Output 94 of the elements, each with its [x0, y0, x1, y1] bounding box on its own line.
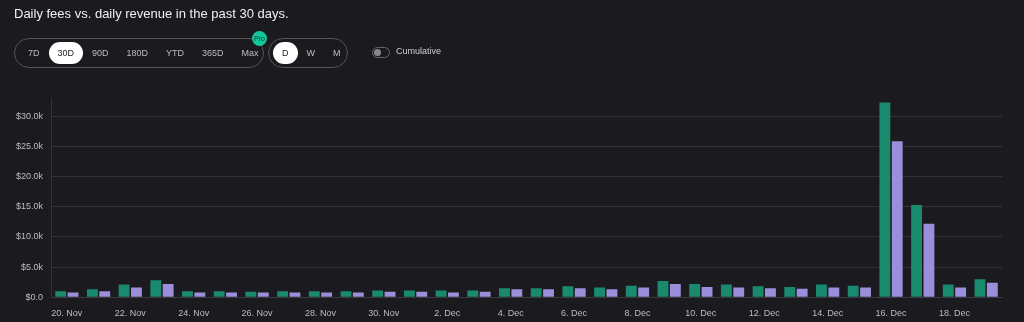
bar [67, 292, 79, 297]
bar [277, 291, 289, 297]
bar [986, 282, 998, 297]
bar [479, 291, 491, 297]
bar [847, 285, 859, 297]
bar [923, 223, 935, 297]
x-tick-label: 12. Dec [748, 308, 781, 319]
text: M [332, 47, 342, 60]
bar [340, 291, 352, 297]
y-tick-label: $15.0k [15, 201, 44, 212]
bar [530, 288, 542, 297]
x-tick-label: 18. Dec [938, 308, 971, 319]
text: YTD [165, 47, 186, 60]
bar [55, 291, 67, 297]
bar [625, 285, 637, 297]
x-tick-label: 8. Dec [624, 308, 651, 319]
bar [150, 280, 162, 297]
bar [974, 279, 986, 297]
bar [194, 292, 206, 297]
bar [448, 292, 459, 297]
bar [784, 286, 796, 297]
x-tick-label: 14. Dec [812, 308, 844, 319]
bar [257, 292, 269, 297]
text: Cumulative [396, 46, 442, 56]
bar [720, 284, 732, 297]
bar [638, 287, 650, 297]
x-tick-label: 10. Dec [685, 308, 717, 319]
bar [118, 284, 130, 297]
bar [689, 283, 701, 297]
bar [416, 291, 428, 297]
y-tick-label: $25.0k [15, 141, 44, 152]
bar [752, 286, 764, 297]
x-tick-label: 28. Nov [304, 308, 337, 319]
x-tick-label: 20. Nov [51, 308, 83, 319]
bar [213, 291, 225, 297]
bar [796, 288, 808, 297]
bar [733, 287, 745, 297]
text: D [273, 42, 298, 64]
x-tick-label: 22. Nov [114, 308, 147, 319]
bar [321, 292, 333, 297]
bar [308, 291, 320, 297]
bar [86, 289, 98, 297]
bar [955, 287, 967, 297]
bar [701, 286, 713, 297]
bar [511, 289, 523, 297]
x-tick-label: 26. Nov [241, 308, 274, 319]
x-tick-label: 30. Nov [368, 308, 400, 319]
bar [657, 280, 669, 297]
bar [226, 292, 237, 297]
bar [891, 141, 903, 297]
bar [435, 290, 447, 297]
bar [245, 291, 257, 297]
bar [162, 283, 174, 297]
text: 365D [201, 47, 225, 60]
x-tick-label: 6. Dec [561, 308, 588, 319]
bar [828, 287, 840, 297]
bar [99, 291, 111, 297]
bar [372, 290, 384, 297]
bar [182, 291, 193, 297]
bar [942, 284, 954, 297]
y-tick-label: $10.0k [15, 231, 44, 242]
bar [352, 292, 364, 297]
y-tick-label: $0.0 [25, 291, 44, 302]
x-tick-label: 16. Dec [875, 308, 908, 319]
text: 90D [91, 47, 110, 60]
text: Max [240, 47, 260, 60]
text: 7D [27, 47, 41, 60]
bar [860, 287, 871, 297]
bar [403, 290, 415, 297]
bar [543, 289, 554, 297]
text: 30D [48, 42, 84, 64]
y-tick-label: $5.0k [20, 261, 44, 272]
bar [131, 287, 142, 297]
bar [765, 288, 776, 297]
y-tick-label: $30.0k [15, 110, 44, 121]
chart-title: Daily fees vs. daily revenue in the past 30 days. [14, 6, 289, 21]
x-tick-label: 4. Dec [497, 308, 525, 319]
text: W [305, 47, 316, 60]
bar [289, 292, 301, 297]
bar [911, 205, 923, 297]
bar [499, 288, 510, 297]
bar [574, 288, 586, 297]
y-tick-label: $20.0k [15, 171, 44, 182]
text: 180D [125, 47, 150, 60]
bar [594, 287, 606, 297]
bar [669, 283, 681, 297]
bar [816, 284, 827, 297]
x-tick-label: 24. Nov [178, 308, 210, 319]
bar [879, 102, 891, 297]
x-tick-label: 2. Dec [434, 308, 461, 319]
bar [562, 286, 574, 297]
bar [384, 291, 396, 297]
bar [606, 289, 618, 297]
bar [467, 290, 479, 297]
